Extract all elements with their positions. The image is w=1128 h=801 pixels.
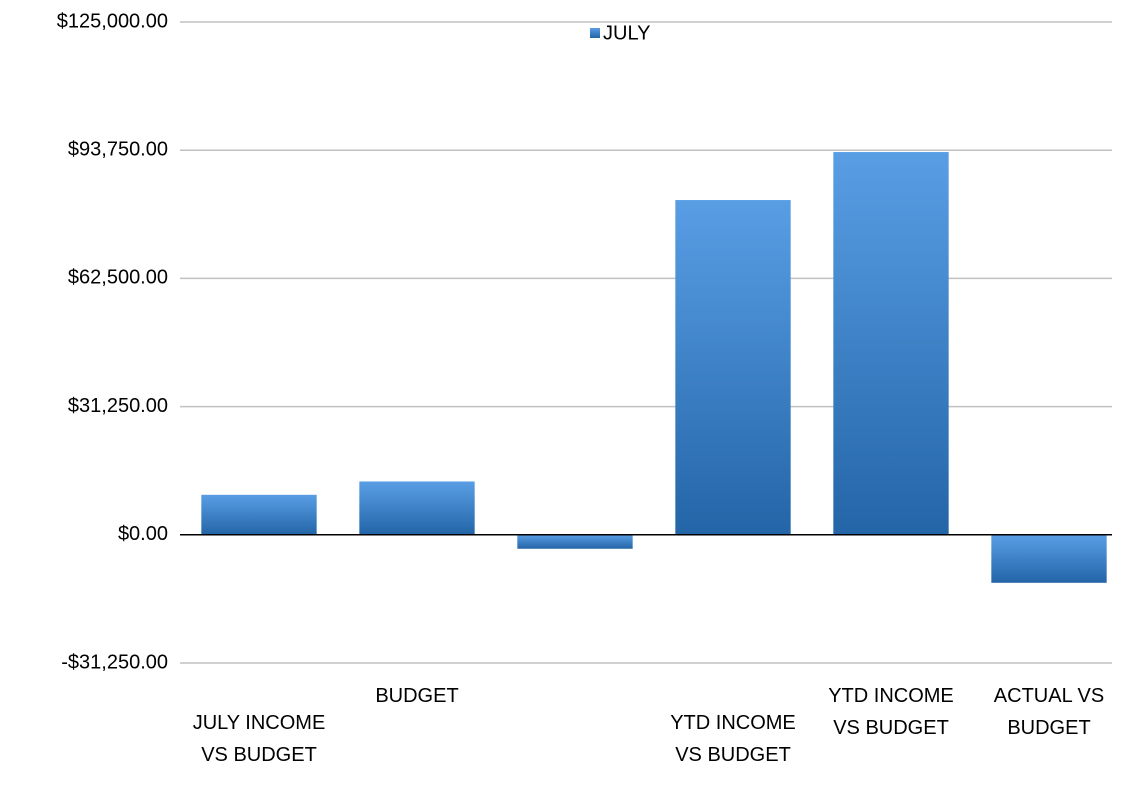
legend-swatch [590, 28, 600, 38]
y-tick-label: $0.00 [118, 523, 168, 545]
bar [675, 200, 791, 535]
y-tick-label: $62,500.00 [68, 267, 168, 289]
x-tick-label: YTD INCOME VS BUDGET [670, 712, 796, 766]
bar [991, 534, 1107, 583]
x-tick-label: BUDGET [375, 685, 458, 707]
bar [201, 494, 317, 535]
x-tick-label: ACTUAL VS BUDGET [994, 685, 1104, 739]
x-tick-label: JULY INCOME VS BUDGET [193, 712, 326, 766]
y-tick-label: $125,000.00 [57, 10, 168, 32]
y-tick-label: $93,750.00 [68, 138, 168, 160]
bar [833, 152, 949, 535]
bar [359, 481, 475, 535]
y-tick-label: $31,250.00 [68, 395, 168, 417]
x-tick-label: YTD INCOME VS BUDGET [828, 685, 954, 739]
y-tick-label: -$31,250.00 [61, 651, 168, 673]
bar [517, 534, 633, 549]
legend-label: JULY [603, 22, 650, 44]
